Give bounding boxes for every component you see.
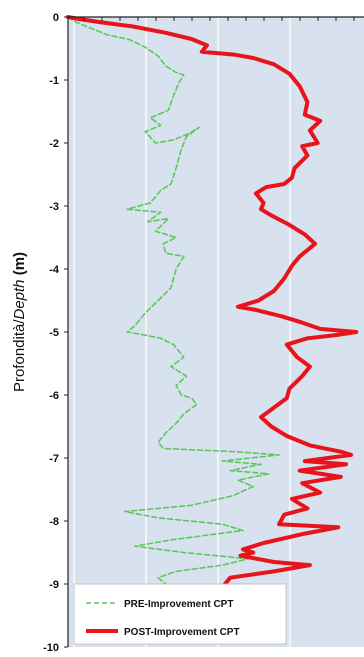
legend-entry-post: POST-Improvement CPT: [124, 627, 240, 638]
legend: PRE-Improvement CPT POST-Improvement CPT: [73, 583, 287, 645]
series-line-post: [66, 15, 359, 586]
y-axis-label: Profondità/Depth (m): [11, 252, 28, 392]
y-tick-label-5: -5: [49, 327, 59, 339]
y-tick-label-3: -3: [49, 201, 59, 213]
grid: [73, 17, 291, 647]
y-tick-label-2: -2: [49, 138, 59, 150]
plot-area: [68, 17, 364, 647]
y-axis-label-prefix: Profondità/: [11, 319, 28, 392]
legend-box: [73, 583, 287, 645]
y-axis-label-italic: Depth: [11, 279, 28, 319]
y-tick-label-7: -7: [49, 453, 59, 465]
series-layer: [66, 15, 359, 586]
series-line-pre: [67, 16, 280, 585]
y-tick-label-8: -8: [49, 516, 59, 528]
legend-entry-pre: PRE-Improvement CPT: [124, 599, 233, 610]
y-tick-label-4: -4: [49, 264, 60, 276]
y-tick-label-10: -10: [43, 642, 59, 654]
y-tick-label-1: -1: [49, 75, 59, 87]
y-tick-label-9: -9: [49, 579, 59, 591]
axes: 0 -1 -2 -3 -4 -5 -6 -7 -8 -9 -10: [43, 12, 364, 654]
y-axis-label-unit: (m): [11, 252, 28, 280]
y-tick-label-0: 0: [53, 12, 59, 24]
y-tick-label-6: -6: [49, 390, 59, 402]
